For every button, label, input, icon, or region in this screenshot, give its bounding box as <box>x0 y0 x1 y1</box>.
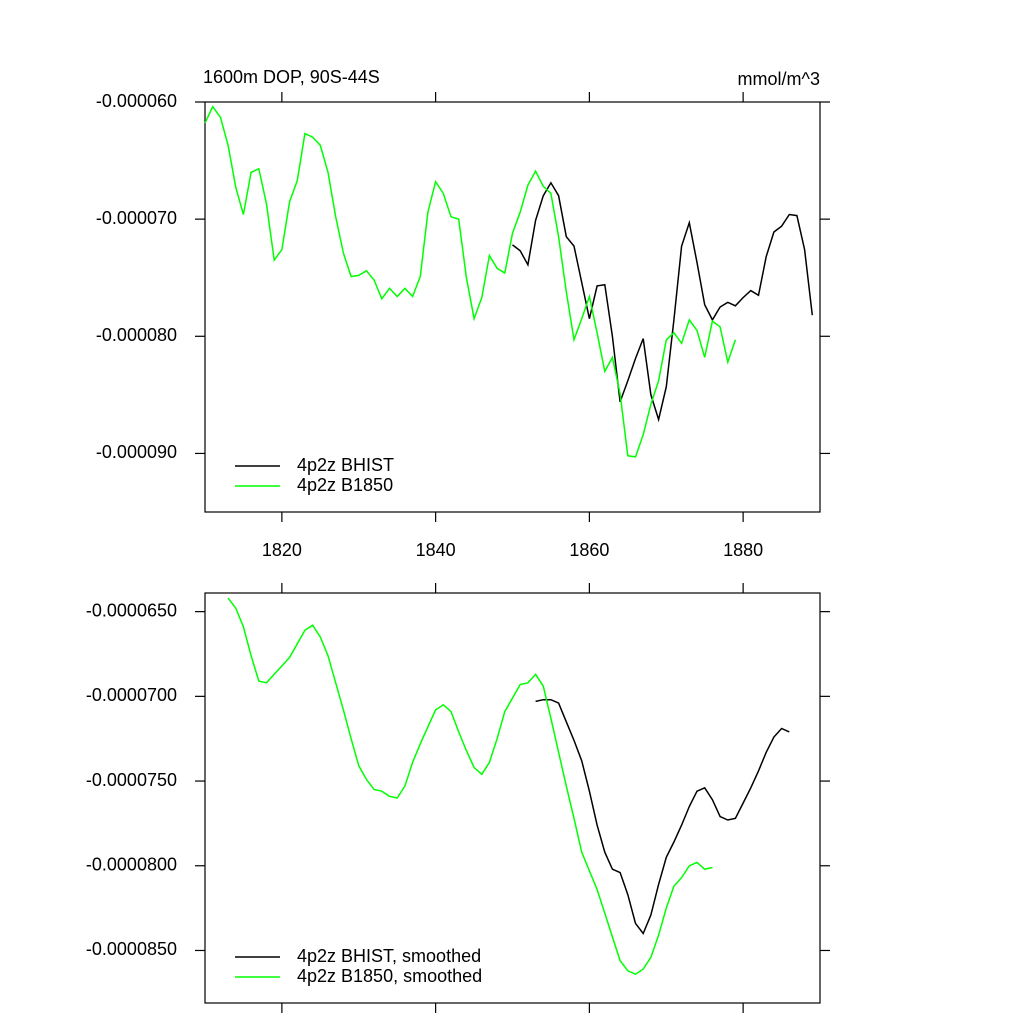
legend-label: 4p2z BHIST, smoothed <box>297 946 481 966</box>
legend-label: 4p2z B1850 <box>297 475 393 495</box>
x-tick-label: 1820 <box>262 540 302 560</box>
y-tick-label: -0.0000650 <box>86 600 177 620</box>
y-tick-label: -0.000080 <box>96 325 177 345</box>
x-tick-label: 1880 <box>723 540 763 560</box>
y-tick-label: -0.0000750 <box>86 770 177 790</box>
y-tick-label: -0.0000850 <box>86 939 177 959</box>
series-line <box>204 105 737 458</box>
series-line <box>535 698 790 935</box>
series-line <box>512 181 814 423</box>
x-tick-label: 1840 <box>416 540 456 560</box>
y-tick-label: -0.000090 <box>96 442 177 462</box>
y-tick-label: -0.000070 <box>96 208 177 228</box>
x-tick-label: 1860 <box>569 540 609 560</box>
series-line <box>227 597 713 976</box>
plot-frame <box>204 101 821 513</box>
legend-label: 4p2z B1850, smoothed <box>297 966 482 986</box>
y-tick-label: -0.000060 <box>96 91 177 111</box>
chart-title: 1600m DOP, 90S-44S <box>203 67 380 87</box>
y-tick-label: -0.0000700 <box>86 685 177 705</box>
y-tick-label: -0.0000800 <box>86 855 177 875</box>
plot-frame <box>204 592 821 1004</box>
legend-label: 4p2z BHIST <box>297 455 394 475</box>
units-label: mmol/m^3 <box>738 69 820 89</box>
